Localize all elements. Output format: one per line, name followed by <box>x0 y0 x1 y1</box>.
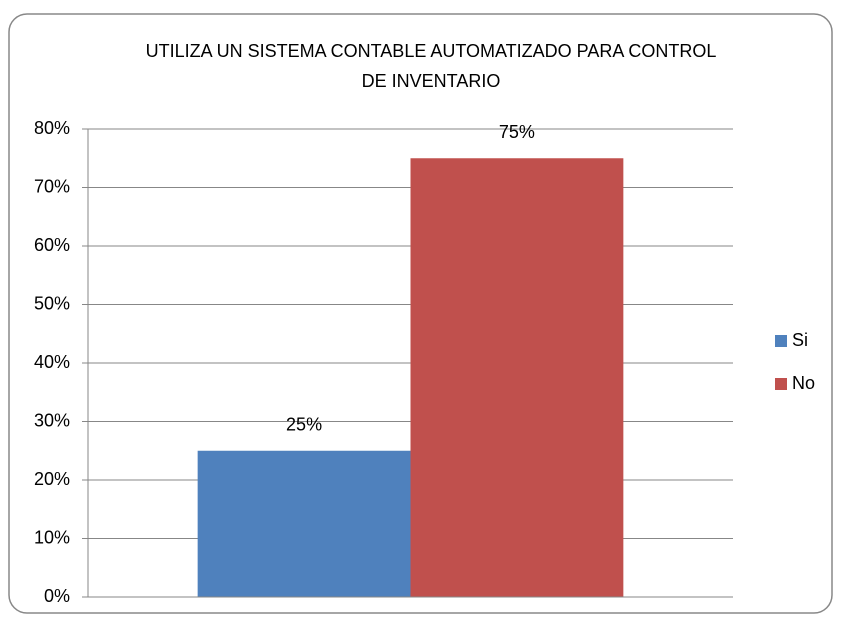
data-label: 75% <box>499 122 535 142</box>
data-label: 25% <box>286 415 322 435</box>
legend-swatch <box>775 335 787 347</box>
legend-swatch <box>775 378 787 390</box>
y-tick-label: 10% <box>34 527 70 547</box>
y-tick-label: 60% <box>34 235 70 255</box>
bar <box>410 158 624 597</box>
y-tick-label: 0% <box>44 586 70 606</box>
y-tick-label: 30% <box>34 410 70 430</box>
y-tick-label: 20% <box>34 469 70 489</box>
bar <box>197 450 411 597</box>
chart-title: UTILIZA UN SISTEMA CONTABLE AUTOMATIZADO… <box>145 41 717 91</box>
y-tick-label: 50% <box>34 293 70 313</box>
y-tick-label: 40% <box>34 352 70 372</box>
legend-label: Si <box>792 330 808 350</box>
y-tick-label: 70% <box>34 176 70 196</box>
legend-label: No <box>792 373 815 393</box>
y-tick-label: 80% <box>34 118 70 138</box>
